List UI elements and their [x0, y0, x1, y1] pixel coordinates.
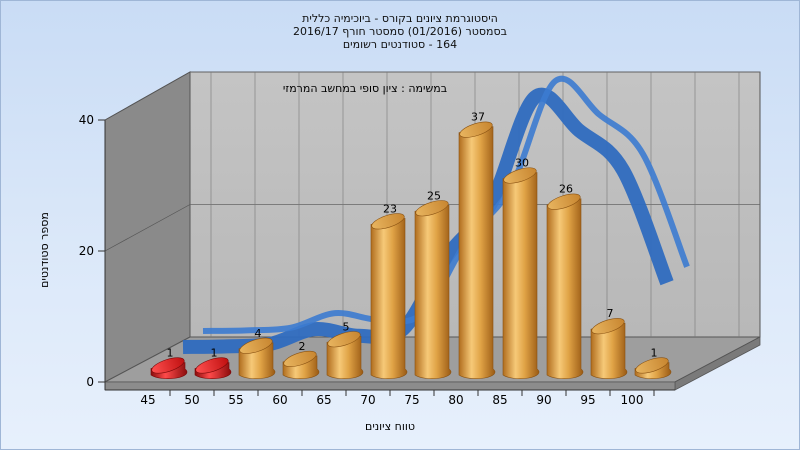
bar-top-2 — [239, 337, 273, 354]
data-label-9: 26 — [559, 183, 573, 196]
bar-body-9 — [546, 198, 584, 380]
bar-top-1 — [195, 357, 229, 374]
gridline-left-1 — [104, 204, 191, 252]
bar-body-5 — [370, 217, 408, 380]
x-tick-label-2: 55 — [228, 393, 243, 407]
bar-85: 30 — [502, 157, 540, 380]
x-tick-label-9: 90 — [536, 393, 551, 407]
data-label-1: 1 — [211, 346, 218, 359]
bar-50: 1 — [194, 346, 232, 380]
bar-top-5 — [371, 213, 405, 230]
bar-top-0 — [151, 357, 185, 374]
bar-100: 1 — [634, 346, 672, 380]
chart-title-line-1: היסטוגרמת ציונים בקורס - ביוכימיה כללית — [302, 12, 498, 25]
bar-body-7 — [458, 126, 496, 380]
x-tick-label-8: 85 — [492, 393, 507, 407]
bar-45: 1 — [150, 346, 188, 380]
bar-top-3 — [283, 350, 317, 367]
bar-55: 4 — [238, 327, 276, 380]
x-axis-label: טווח ציונים — [365, 420, 415, 433]
x-tick-label-3: 60 — [272, 393, 287, 407]
floor-front — [104, 381, 676, 391]
y-tick-label-1: 20 — [79, 244, 94, 258]
x-tick-labels: 45 50 55 60 65 70 75 80 85 90 95 100 — [105, 389, 675, 407]
data-label-2: 4 — [255, 327, 262, 340]
y-tick-label-0: 0 — [86, 375, 94, 389]
bar-90: 26 — [546, 183, 584, 380]
x-tick-label-1: 50 — [184, 393, 199, 407]
data-label-7: 37 — [471, 111, 485, 124]
x-tick-label-5: 70 — [360, 393, 375, 407]
y-tick-label-2: 40 — [79, 113, 94, 127]
chart-subtitle: במשימה : ציון סופי במחשב המרמזי — [283, 82, 447, 95]
left-wall — [104, 71, 191, 383]
x-tick-label-11: 100 — [621, 393, 644, 407]
data-label-5: 23 — [383, 202, 397, 215]
bar-70: 23 — [370, 202, 408, 380]
x-tick-label-7: 80 — [448, 393, 463, 407]
bar-body-10 — [590, 322, 628, 380]
bar-top-6 — [415, 200, 449, 217]
bar-65: 5 — [326, 320, 364, 380]
bar-top-4 — [327, 331, 361, 348]
data-label-8: 30 — [515, 157, 529, 170]
x-tick-label-10: 95 — [580, 393, 595, 407]
data-label-0: 1 — [167, 346, 174, 359]
bar-95: 7 — [590, 307, 628, 380]
bar-80: 37 — [458, 111, 496, 380]
bar-body-8 — [502, 172, 540, 380]
bar-top-10 — [591, 318, 625, 335]
data-label-4: 5 — [343, 320, 350, 333]
bar-60: 2 — [282, 340, 320, 380]
bar-75: 25 — [414, 189, 452, 380]
bar-top-8 — [503, 167, 537, 184]
chart-title-line-2: בסמסטר (01/2016) סמסטר חורף 2016/17 — [293, 25, 507, 38]
bar-top-7 — [459, 121, 493, 138]
y-axis-label: מספר סטודנטים — [38, 212, 51, 288]
gridline-left-2 — [104, 71, 191, 121]
y-tick-labels: 0 20 40 — [79, 113, 106, 390]
bar-body-6 — [414, 204, 452, 380]
data-label-11: 1 — [651, 346, 658, 359]
bar-top-11 — [635, 357, 669, 374]
chart-title-line-3: 164 - סטודנטים רשומים — [342, 38, 458, 51]
x-tick-label-6: 75 — [404, 393, 419, 407]
data-label-10: 7 — [607, 307, 614, 320]
data-label-6: 25 — [427, 189, 441, 202]
bar-top-9 — [547, 193, 581, 210]
x-tick-label-0: 45 — [140, 393, 155, 407]
data-label-3: 2 — [299, 340, 306, 353]
x-tick-label-4: 65 — [316, 393, 331, 407]
